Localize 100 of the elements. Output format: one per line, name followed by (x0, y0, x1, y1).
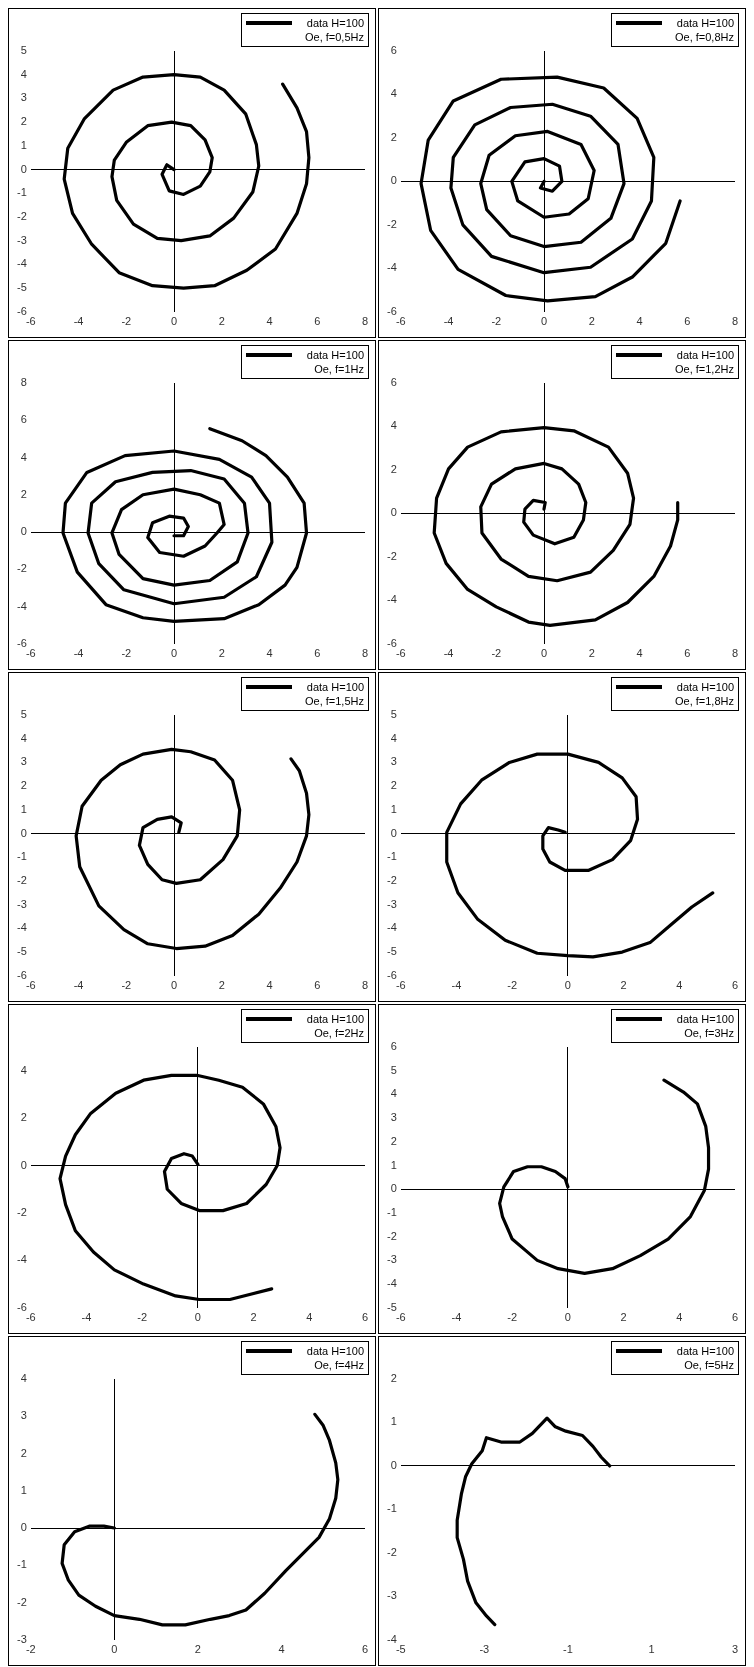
y-tick-label: -3 (387, 1589, 397, 1602)
y-tick-label: -6 (387, 968, 397, 981)
x-tick-label: 2 (620, 979, 627, 992)
x-tick-label: 8 (361, 315, 369, 328)
x-tick-label: 6 (314, 647, 321, 660)
y-tick-label: 4 (390, 419, 397, 432)
x-tick-label: 4 (266, 315, 273, 328)
x-tick-label: 4 (636, 315, 643, 328)
x-tick-label: 6 (731, 979, 739, 992)
y-tick-label: 2 (20, 779, 27, 792)
y-tick-label: -5 (387, 945, 397, 958)
y-tick-label: 5 (390, 1063, 397, 1076)
y-tick-label: 4 (20, 1372, 27, 1385)
y-tick-label: -2 (17, 562, 27, 575)
y-tick-label: 2 (20, 115, 27, 128)
x-tick-label: -4 (73, 315, 84, 328)
y-tick-label: 0 (390, 174, 397, 187)
y-tick-label: -1 (17, 850, 27, 863)
y-tick-label: 2 (390, 130, 397, 143)
y-tick-label: -3 (387, 1253, 397, 1266)
legend-label: data H=100 Oe, f=4Hz (305, 1344, 364, 1372)
x-tick-label: -2 (507, 1311, 518, 1324)
y-tick-label: 3 (20, 91, 27, 104)
x-tick-label: 8 (731, 315, 739, 328)
x-tick-label: -4 (73, 647, 84, 660)
x-tick-label: 0 (111, 1643, 118, 1656)
y-tick-label: 4 (390, 87, 397, 100)
y-tick-label: 5 (20, 708, 27, 721)
x-tick-label: 4 (676, 1311, 683, 1324)
x-tick-label: -4 (451, 979, 462, 992)
y-tick-label: 0 (20, 525, 27, 538)
y-tick-label: -1 (387, 850, 397, 863)
y-tick-label: -2 (387, 217, 397, 230)
x-tick-label: 2 (218, 979, 225, 992)
y-tick-label: -6 (17, 968, 27, 981)
y-tick-label: -3 (387, 897, 397, 910)
y-tick-label: 2 (20, 1111, 27, 1124)
x-tick-label: 4 (266, 647, 273, 660)
y-tick-label: 0 (390, 826, 397, 839)
legend-label: data H=100 Oe, f=1,8Hz (674, 680, 734, 708)
x-tick-label: -4 (443, 647, 454, 660)
x-tick-label: 0 (564, 979, 571, 992)
x-tick-label: 8 (731, 647, 739, 660)
y-tick-label: 0 (390, 506, 397, 519)
y-tick-label: 6 (390, 376, 397, 389)
y-tick-label: -3 (17, 1632, 27, 1645)
x-tick-label: 0 (564, 1311, 571, 1324)
x-tick-label: 6 (361, 1643, 369, 1656)
y-tick-label: -5 (387, 1300, 397, 1313)
y-tick-label: -4 (387, 1277, 397, 1290)
y-tick-label: 4 (390, 731, 397, 744)
x-tick-label: 4 (266, 979, 273, 992)
y-tick-label: -4 (17, 921, 27, 934)
y-tick-label: 4 (20, 731, 27, 744)
x-tick-label: 0 (194, 1311, 201, 1324)
x-tick-label: 4 (278, 1643, 285, 1656)
x-tick-label: -2 (121, 979, 132, 992)
y-tick-label: -1 (17, 1558, 27, 1571)
y-tick-label: 2 (390, 462, 397, 475)
legend-label: data H=100 Oe, f=0,8Hz (674, 16, 734, 44)
y-tick-label: 1 (20, 1483, 27, 1496)
y-tick-label: -1 (17, 186, 27, 199)
y-tick-label: -2 (387, 873, 397, 886)
y-tick-label: -2 (387, 1229, 397, 1242)
x-tick-label: 0 (170, 647, 178, 660)
x-tick-label: -3 (479, 1643, 490, 1656)
y-tick-label: 1 (390, 1158, 397, 1171)
x-tick-label: -4 (443, 315, 454, 328)
y-tick-label: -2 (17, 1595, 27, 1608)
y-tick-label: 4 (20, 67, 27, 80)
x-tick-label: 2 (194, 1643, 201, 1656)
y-tick-label: -2 (17, 873, 27, 886)
y-tick-label: 3 (20, 1409, 27, 1422)
y-tick-label: 1 (20, 802, 27, 815)
y-tick-label: 0 (390, 1182, 397, 1195)
x-tick-label: -1 (563, 1643, 573, 1656)
y-tick-label: -6 (17, 1300, 27, 1313)
x-tick-label: 8 (361, 647, 369, 660)
y-tick-label: 3 (390, 1111, 397, 1124)
y-tick-label: 6 (390, 44, 397, 57)
y-tick-label: -6 (17, 636, 27, 649)
y-tick-label: 6 (390, 1040, 397, 1053)
legend-label: data H=100 Oe, f=1,5Hz (304, 680, 364, 708)
y-tick-label: -2 (17, 1205, 27, 1218)
x-tick-label: -4 (451, 1311, 462, 1324)
y-tick-label: 4 (20, 450, 27, 463)
y-tick-label: -6 (387, 304, 397, 317)
y-tick-label: 2 (390, 1134, 397, 1147)
x-tick-label: 6 (361, 1311, 369, 1324)
y-tick-label: 2 (390, 1372, 397, 1385)
x-tick-label: 2 (620, 1311, 627, 1324)
x-tick-label: 0 (170, 979, 178, 992)
x-tick-label: 4 (636, 647, 643, 660)
y-tick-label: 0 (20, 826, 27, 839)
x-tick-label: -2 (137, 1311, 148, 1324)
y-tick-label: 6 (20, 413, 27, 426)
x-tick-label: 6 (731, 1311, 739, 1324)
y-tick-label: 1 (390, 802, 397, 815)
x-tick-label: 0 (540, 647, 548, 660)
y-tick-label: -3 (17, 897, 27, 910)
